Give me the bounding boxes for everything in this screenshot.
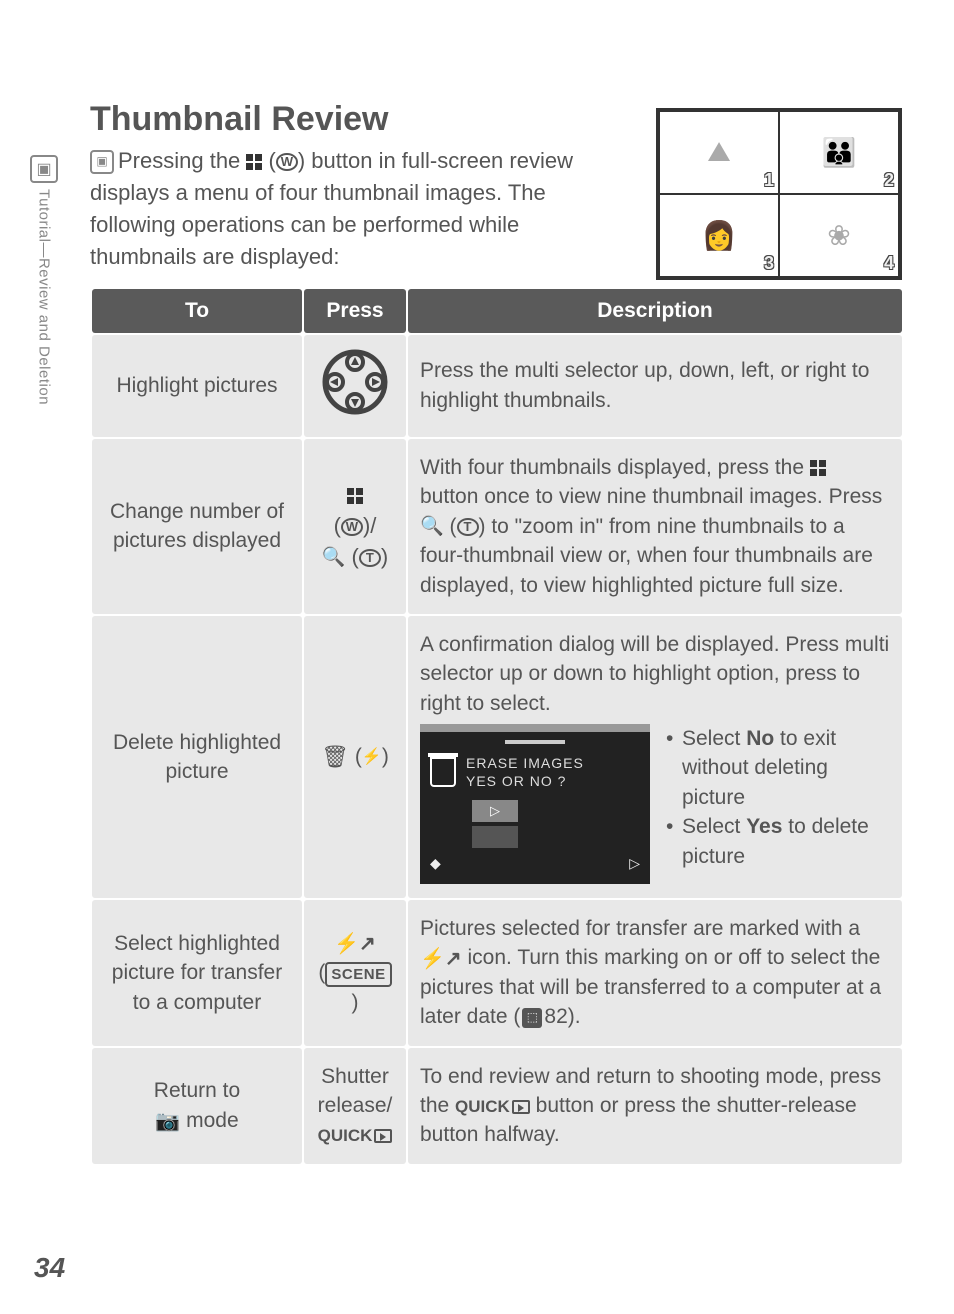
transfer-mark-icon: ⚡↗	[334, 930, 376, 958]
change-press: (W)/ 🔍 (T)	[304, 439, 406, 614]
change-desc: With four thumbnails displayed, press th…	[408, 439, 902, 614]
multi-selector-icon	[322, 349, 388, 415]
dialog-option-highlighted: ▷	[472, 800, 518, 822]
quick-play-button-icon: QUICK	[318, 1124, 393, 1148]
review-mode-icon: ▣	[30, 155, 58, 183]
delete-press: 🗑 (⚡)	[304, 616, 406, 898]
return-press: Shutter release/ QUICK	[304, 1048, 406, 1164]
page-reference-icon: ⬚	[522, 1008, 542, 1028]
operations-table: To Press Description Highlight pictures	[90, 287, 904, 1166]
header-description: Description	[408, 289, 902, 333]
intro-paragraph: ▣Pressing the (W) button in full-screen …	[90, 145, 630, 273]
header-to: To	[92, 289, 302, 333]
row-change-number: Change number of pictures displayed (W)/…	[92, 439, 902, 614]
delete-bullets: •Select No to exit without deleting pict…	[666, 724, 890, 871]
quick-play-button-icon: QUICK	[455, 1095, 530, 1119]
transfer-mark-icon: ⚡↗	[420, 945, 462, 973]
table-header-row: To Press Description	[92, 289, 902, 333]
right-indicator: ▷	[629, 854, 640, 874]
review-lead-icon: ▣	[90, 150, 114, 174]
t-button-icon: T	[359, 549, 381, 567]
thumbnail-illustration: ⛰1 👪2 👩3 ❀4	[656, 108, 902, 280]
change-to: Change number of pictures displayed	[92, 439, 302, 614]
dialog-trash-icon	[430, 757, 456, 787]
flash-icon: ⚡	[362, 748, 382, 765]
transfer-desc: Pictures selected for transfer are marke…	[408, 900, 902, 1046]
trash-icon: 🗑	[321, 744, 349, 769]
highlight-to: Highlight pictures	[92, 335, 302, 437]
thumb-panel-4: ❀4	[779, 194, 899, 277]
highlight-desc: Press the multi selector up, down, left,…	[408, 335, 902, 437]
scene-button-icon: SCENE	[325, 962, 391, 987]
thumbnail-grid-icon	[246, 154, 262, 170]
camera-mode-icon: 📷	[155, 1110, 180, 1132]
row-transfer: Select highlighted picture for transfer …	[92, 900, 902, 1046]
side-label: Tutorial—Review and Deletion	[36, 189, 53, 405]
return-desc: To end review and return to shooting mod…	[408, 1048, 902, 1164]
zoom-icon: 🔍	[322, 547, 346, 568]
page-container: ▣ Tutorial—Review and Deletion Thumbnail…	[0, 0, 954, 1314]
return-to: Return to 📷 mode	[92, 1048, 302, 1164]
thumb-panel-2: 👪2	[779, 111, 899, 194]
row-delete: Delete highlighted picture 🗑 (⚡) A confi…	[92, 616, 902, 898]
transfer-to: Select highlighted picture for transfer …	[92, 900, 302, 1046]
thumb-panel-3: 👩3	[659, 194, 779, 277]
up-down-indicator: ◆	[430, 854, 441, 874]
w-button-icon: W	[341, 518, 363, 536]
delete-desc: A confirmation dialog will be displayed.…	[408, 616, 902, 898]
page-number: 34	[34, 1252, 65, 1284]
header-press: Press	[304, 289, 406, 333]
t-button-icon: T	[457, 518, 479, 536]
row-highlight: Highlight pictures Pres	[92, 335, 902, 437]
dialog-option	[472, 826, 518, 848]
thumb-panel-1: ⛰1	[659, 111, 779, 194]
erase-confirmation-dialog: ERASE IMAGES YES OR NO ? ▷ ◆ ▷	[420, 724, 650, 884]
transfer-press: ⚡↗ (SCENE)	[304, 900, 406, 1046]
w-button-icon: W	[276, 153, 298, 171]
thumbnail-grid-icon	[810, 460, 826, 476]
delete-to: Delete highlighted picture	[92, 616, 302, 898]
side-tab: ▣ Tutorial—Review and Deletion	[28, 155, 60, 575]
thumbnail-grid-icon	[347, 488, 363, 504]
zoom-icon: 🔍	[420, 516, 444, 537]
highlight-press	[304, 335, 406, 437]
row-return: Return to 📷 mode Shutter release/ QUICK …	[92, 1048, 902, 1164]
